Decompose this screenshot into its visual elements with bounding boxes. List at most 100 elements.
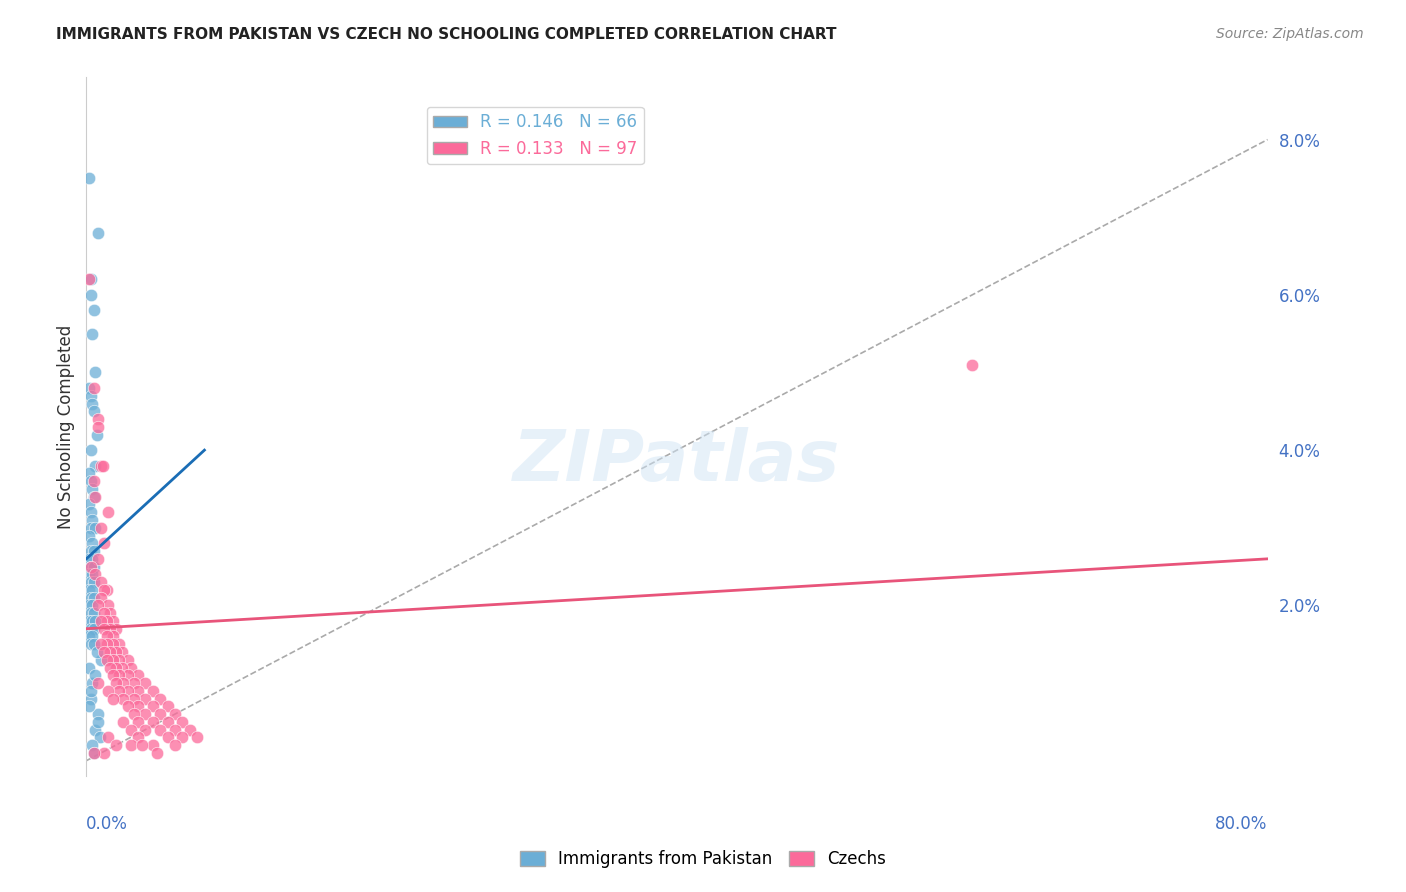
Point xyxy=(80,575,103,590)
Point xyxy=(82,551,104,566)
Point xyxy=(104,645,127,659)
Point xyxy=(142,738,165,752)
Point xyxy=(83,746,105,760)
Point xyxy=(104,622,127,636)
Point xyxy=(142,714,165,729)
Point xyxy=(93,746,115,760)
Point xyxy=(101,691,124,706)
Point xyxy=(98,645,121,659)
Point xyxy=(111,645,134,659)
Point xyxy=(120,660,142,674)
Point xyxy=(80,591,103,605)
Point xyxy=(93,645,115,659)
Point xyxy=(82,676,104,690)
Point xyxy=(87,676,110,690)
Point xyxy=(93,582,115,597)
Point xyxy=(82,599,104,613)
Point xyxy=(86,427,108,442)
Point xyxy=(179,723,201,737)
Point xyxy=(104,676,127,690)
Point xyxy=(96,630,118,644)
Point xyxy=(101,653,124,667)
Point xyxy=(84,614,107,628)
Point xyxy=(90,591,112,605)
Point xyxy=(82,582,104,597)
Point xyxy=(186,731,208,745)
Point xyxy=(89,731,111,745)
Point xyxy=(111,660,134,674)
Point xyxy=(90,458,112,473)
Point xyxy=(80,606,103,620)
Point xyxy=(83,637,105,651)
Point xyxy=(120,723,142,737)
Point xyxy=(77,272,100,286)
Point xyxy=(112,676,135,690)
Point xyxy=(90,521,112,535)
Point xyxy=(93,606,115,620)
Point xyxy=(80,544,103,558)
Point xyxy=(172,731,194,745)
Point xyxy=(77,467,100,481)
Point xyxy=(80,389,103,403)
Point xyxy=(134,723,156,737)
Point xyxy=(96,637,118,651)
Point xyxy=(77,699,100,714)
Point xyxy=(134,676,156,690)
Point xyxy=(80,505,103,519)
Point xyxy=(98,660,121,674)
Point xyxy=(91,458,114,473)
Point xyxy=(82,396,104,410)
Point xyxy=(142,699,165,714)
Point xyxy=(122,676,145,690)
Point xyxy=(97,599,120,613)
Point xyxy=(82,614,104,628)
Point xyxy=(127,731,149,745)
Point xyxy=(83,490,105,504)
Point xyxy=(104,738,127,752)
Point xyxy=(84,567,107,582)
Point xyxy=(82,513,104,527)
Point xyxy=(87,420,110,434)
Point xyxy=(134,691,156,706)
Point xyxy=(77,630,100,644)
Point xyxy=(86,645,108,659)
Text: ZIPatlas: ZIPatlas xyxy=(513,427,841,496)
Point xyxy=(80,521,103,535)
Point xyxy=(77,614,100,628)
Point xyxy=(122,707,145,722)
Point xyxy=(82,326,104,341)
Point xyxy=(80,272,103,286)
Point xyxy=(80,691,103,706)
Point xyxy=(80,559,103,574)
Point xyxy=(127,714,149,729)
Text: 80.0%: 80.0% xyxy=(1215,815,1268,833)
Point xyxy=(131,738,153,752)
Point xyxy=(80,637,103,651)
Point xyxy=(93,622,115,636)
Point xyxy=(80,622,103,636)
Point xyxy=(83,303,105,318)
Point xyxy=(101,668,124,682)
Point xyxy=(117,653,139,667)
Point xyxy=(82,536,104,550)
Point xyxy=(96,614,118,628)
Point xyxy=(82,567,104,582)
Point xyxy=(97,731,120,745)
Point xyxy=(87,714,110,729)
Point xyxy=(156,714,179,729)
Point xyxy=(127,668,149,682)
Point xyxy=(77,528,100,542)
Text: Source: ZipAtlas.com: Source: ZipAtlas.com xyxy=(1216,27,1364,41)
Point xyxy=(96,582,118,597)
Point xyxy=(104,660,127,674)
Point xyxy=(77,381,100,395)
Point xyxy=(93,536,115,550)
Point xyxy=(82,482,104,496)
Point xyxy=(142,683,165,698)
Point xyxy=(87,707,110,722)
Point xyxy=(77,582,100,597)
Text: IMMIGRANTS FROM PAKISTAN VS CZECH NO SCHOOLING COMPLETED CORRELATION CHART: IMMIGRANTS FROM PAKISTAN VS CZECH NO SCH… xyxy=(56,27,837,42)
Point xyxy=(112,691,135,706)
Point xyxy=(98,622,121,636)
Point xyxy=(163,723,186,737)
